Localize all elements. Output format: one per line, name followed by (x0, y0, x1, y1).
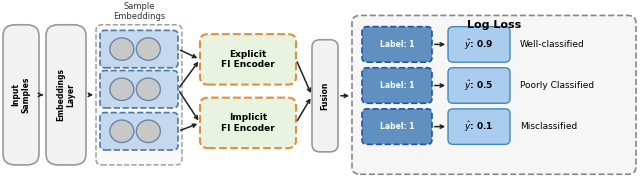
Circle shape (136, 38, 161, 60)
Circle shape (110, 120, 134, 143)
Text: Log Loss: Log Loss (467, 20, 521, 30)
Text: Sample
Embeddings: Sample Embeddings (113, 2, 165, 21)
Text: Explicit
FI Encoder: Explicit FI Encoder (221, 50, 275, 69)
FancyBboxPatch shape (100, 70, 178, 108)
Circle shape (136, 120, 161, 143)
FancyBboxPatch shape (312, 40, 338, 152)
Text: Embeddings
Layer: Embeddings Layer (56, 68, 76, 121)
Text: Label: 1: Label: 1 (380, 40, 414, 49)
Text: Fusion: Fusion (321, 82, 330, 110)
FancyBboxPatch shape (448, 27, 510, 62)
FancyBboxPatch shape (100, 30, 178, 68)
FancyBboxPatch shape (96, 25, 182, 165)
FancyBboxPatch shape (200, 98, 296, 148)
Text: $\hat{y}$: 0.1: $\hat{y}$: 0.1 (464, 119, 494, 134)
Circle shape (136, 78, 161, 100)
FancyBboxPatch shape (362, 27, 432, 62)
Text: Implicit
FI Encoder: Implicit FI Encoder (221, 113, 275, 133)
FancyBboxPatch shape (46, 25, 86, 165)
FancyBboxPatch shape (3, 25, 39, 165)
FancyBboxPatch shape (100, 113, 178, 150)
FancyBboxPatch shape (448, 68, 510, 103)
Text: $\hat{y}$: 0.5: $\hat{y}$: 0.5 (464, 78, 494, 93)
FancyBboxPatch shape (352, 15, 636, 174)
FancyBboxPatch shape (200, 34, 296, 85)
Circle shape (110, 78, 134, 100)
Text: Well-classified: Well-classified (520, 40, 585, 49)
FancyBboxPatch shape (362, 109, 432, 144)
Circle shape (110, 38, 134, 60)
FancyBboxPatch shape (362, 68, 432, 103)
Text: Misclassified: Misclassified (520, 122, 577, 131)
Text: Input
Samples: Input Samples (12, 77, 31, 113)
FancyBboxPatch shape (448, 109, 510, 144)
Text: Label: 1: Label: 1 (380, 122, 414, 131)
Text: Poorly Classified: Poorly Classified (520, 81, 594, 90)
Text: $\hat{y}$: 0.9: $\hat{y}$: 0.9 (464, 37, 494, 52)
Text: Label: 1: Label: 1 (380, 81, 414, 90)
